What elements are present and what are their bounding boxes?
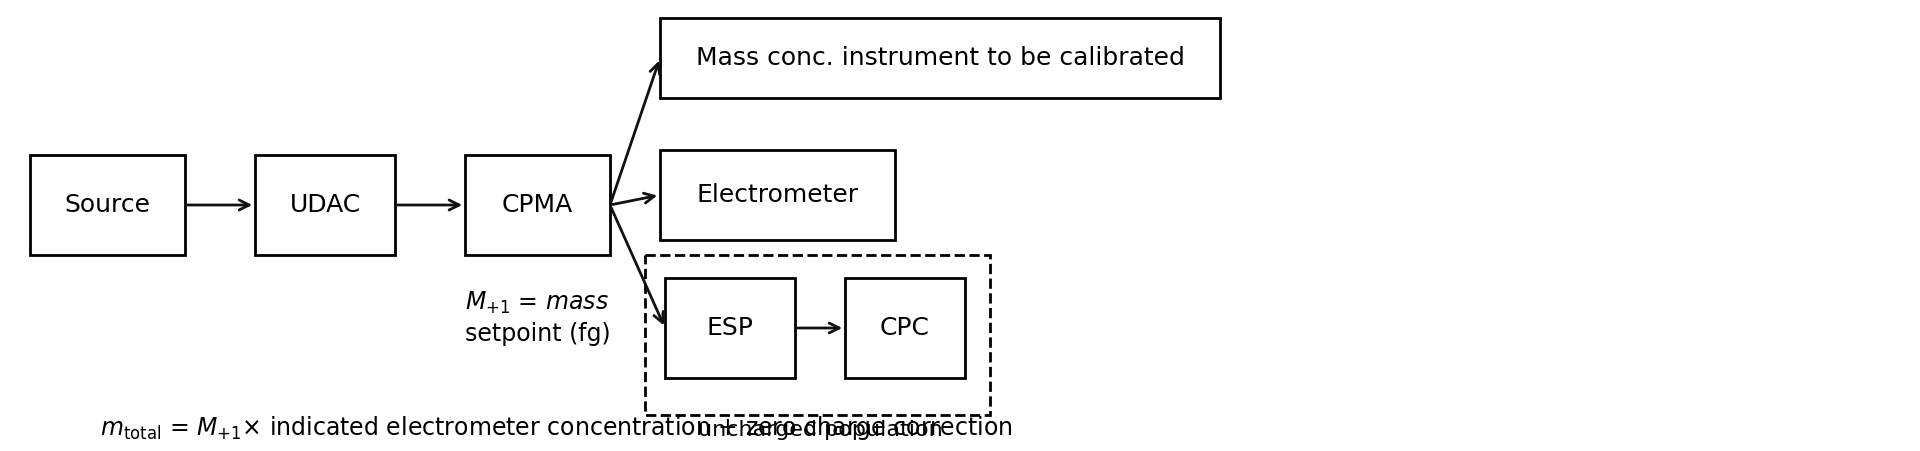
Text: uncharged population: uncharged population — [697, 420, 943, 440]
Text: UDAC: UDAC — [290, 193, 361, 217]
Text: CPC: CPC — [879, 316, 929, 340]
Text: CPMA: CPMA — [501, 193, 574, 217]
Text: Source: Source — [65, 193, 150, 217]
Text: $M_{+1}$ = mass: $M_{+1}$ = mass — [465, 290, 609, 316]
Bar — [645, 255, 991, 415]
Bar — [660, 150, 895, 240]
Bar — [31, 155, 184, 255]
Bar — [664, 278, 795, 378]
Bar — [465, 155, 611, 255]
Bar — [255, 155, 396, 255]
Text: ESP: ESP — [707, 316, 753, 340]
Text: Electrometer: Electrometer — [697, 183, 858, 207]
Bar — [660, 18, 1219, 98]
Bar — [845, 278, 966, 378]
Text: $m_\mathrm{total}$ = $M_{+1}$× indicated electrometer concentration + zero charg: $m_\mathrm{total}$ = $M_{+1}$× indicated… — [100, 414, 1012, 442]
Text: Mass conc. instrument to be calibrated: Mass conc. instrument to be calibrated — [695, 46, 1185, 70]
Text: setpoint (fg): setpoint (fg) — [465, 322, 611, 346]
